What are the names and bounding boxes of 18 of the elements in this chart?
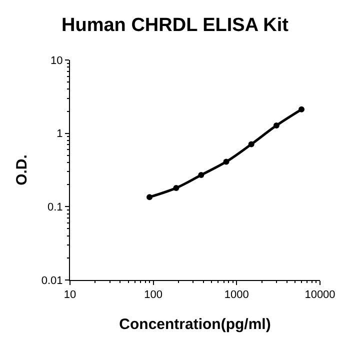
x-tick-label: 1000 [224, 289, 249, 302]
point [198, 172, 204, 178]
y-tick-label: 10 [50, 54, 63, 67]
y-axis-title: O.D. [14, 154, 31, 186]
point [298, 106, 305, 112]
point [146, 194, 153, 200]
x-axis-title: Concentration(pg/ml) [119, 316, 271, 334]
x-tick-label: 10 [64, 289, 76, 302]
y-tick-label: 1 [56, 128, 63, 140]
y-tick-label: 0.01 [41, 274, 63, 287]
chart-title: Human CHRDL ELISA Kit [62, 14, 290, 36]
y-tick-label: 0.1 [48, 202, 63, 214]
point [248, 141, 254, 148]
point [223, 158, 230, 165]
point [173, 184, 180, 191]
x-tick-label: 100 [144, 289, 163, 302]
x-tick-label: 10000 [304, 289, 336, 302]
point [273, 122, 280, 128]
